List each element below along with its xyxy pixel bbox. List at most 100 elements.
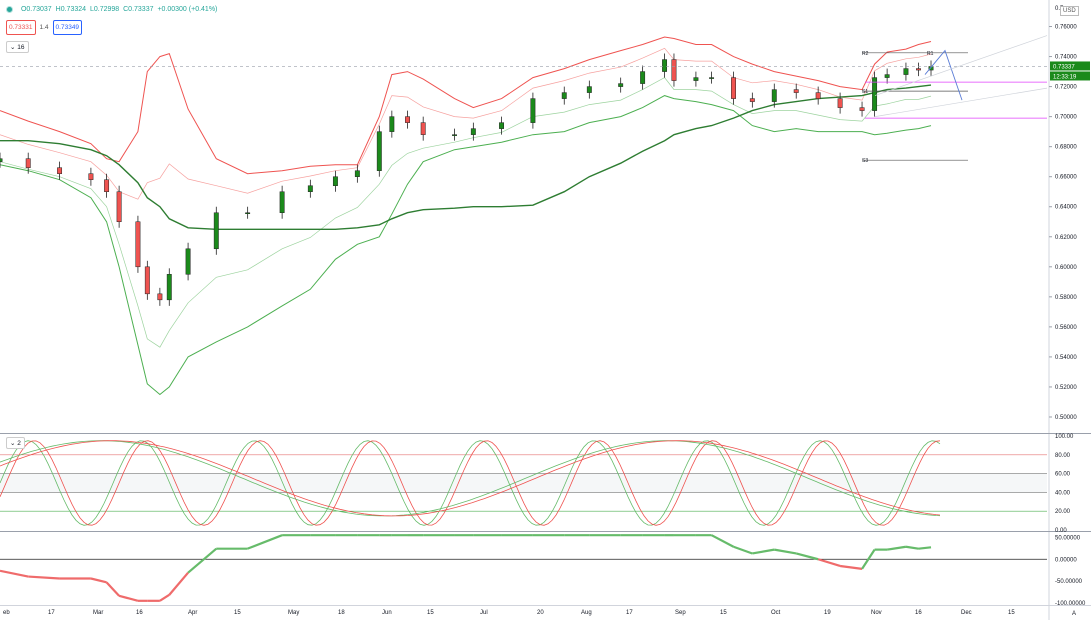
candle-body xyxy=(213,212,219,250)
momentum-segment xyxy=(918,546,932,550)
time-axis-label: Dec xyxy=(961,610,972,616)
price-tick-label: 0.72000 xyxy=(1055,85,1077,91)
candle-body xyxy=(389,116,395,132)
status-dot-icon xyxy=(6,6,13,13)
candle-body xyxy=(135,221,141,268)
pivot-label: S3 xyxy=(862,158,868,164)
candle-body xyxy=(354,170,360,177)
momentum-tick-label: 0.00000 xyxy=(1055,557,1077,563)
moving-average-line xyxy=(0,84,932,231)
candle-body xyxy=(731,77,736,99)
pattern-drawing xyxy=(924,49,963,101)
current-price-text: 0.73337 xyxy=(1053,64,1075,70)
time-axis-label: 20 xyxy=(537,610,544,616)
indicator-count: 16 xyxy=(17,44,25,51)
time-axis-label: 15 xyxy=(1008,610,1015,616)
time-axis-label: Jun xyxy=(382,610,392,616)
oscillator-tick-label: 20.00 xyxy=(1055,509,1071,515)
pivot-label: R2 xyxy=(862,51,869,57)
time-axis-label: Nov xyxy=(871,610,882,616)
momentum-segment xyxy=(105,581,120,597)
candle-body xyxy=(116,191,122,223)
time-axis-label: 16 xyxy=(136,610,143,616)
time-axis-label: 15 xyxy=(720,610,727,616)
price-tick-label: 0.74000 xyxy=(1055,55,1077,61)
candle-body xyxy=(837,98,843,108)
candle-body xyxy=(771,89,777,102)
price-tick-label: 0.64000 xyxy=(1055,205,1077,211)
candle-body xyxy=(662,59,668,72)
bollinger-lower-band xyxy=(0,95,932,396)
candle-body xyxy=(166,274,172,301)
candle-body xyxy=(185,248,191,275)
pivot-label: S1 xyxy=(862,89,868,95)
momentum-segment xyxy=(886,545,907,551)
candle-body xyxy=(376,131,382,171)
oscillator-tick-label: 0.00 xyxy=(1055,528,1067,534)
candle-body xyxy=(793,89,799,93)
momentum-tick-label: -100.00000 xyxy=(1055,601,1086,607)
momentum-segment xyxy=(711,534,735,548)
momentum-segment xyxy=(774,548,797,555)
indicators-toggle[interactable]: ⌄ 16 xyxy=(6,41,29,53)
momentum-tick-label: -50.00000 xyxy=(1055,579,1083,585)
candle-body xyxy=(693,77,699,81)
candle-body xyxy=(144,266,150,295)
momentum-segment xyxy=(247,534,283,550)
trend-line xyxy=(874,35,1048,96)
momentum-segment xyxy=(28,575,60,580)
candle-body xyxy=(104,179,110,192)
price-tick-label: 0.66000 xyxy=(1055,175,1077,181)
time-axis-label: Oct xyxy=(771,610,781,616)
currency-label[interactable]: USD xyxy=(1060,6,1079,16)
time-axis-label: May xyxy=(288,610,299,616)
price-tick-label: 0.52000 xyxy=(1055,385,1077,391)
oscillator-toggle[interactable]: ⌄ 2 xyxy=(6,437,25,449)
sell-button[interactable]: 0.73331 xyxy=(6,20,36,35)
oscillator-slow-line xyxy=(0,440,941,517)
legend-high: H0.73324 xyxy=(55,6,87,14)
momentum-segment xyxy=(118,594,139,602)
candle-body xyxy=(279,191,285,213)
time-axis-label: Sep xyxy=(675,610,686,616)
candle-body xyxy=(157,293,163,301)
candle-body xyxy=(815,92,821,99)
candle-body xyxy=(884,74,890,78)
chevron-down-icon: ⌄ xyxy=(10,44,16,51)
momentum-tick-label: 50.00000 xyxy=(1055,535,1081,541)
auto-scale-button[interactable]: A xyxy=(1072,611,1076,617)
momentum-segment xyxy=(795,552,819,561)
momentum-segment xyxy=(733,545,753,555)
price-tick-label: 0.54000 xyxy=(1055,355,1077,361)
candle-body xyxy=(903,68,909,75)
time-axis-label: Apr xyxy=(188,610,197,616)
oscillator-tick-label: 40.00 xyxy=(1055,490,1071,496)
candle-body xyxy=(530,98,536,123)
candle-body xyxy=(470,128,476,135)
legend-close: C0.73337 xyxy=(123,6,154,14)
candle-body xyxy=(405,116,410,123)
buy-button[interactable]: 0.73349 xyxy=(52,20,83,35)
time-axis-label: 15 xyxy=(427,610,434,616)
time-axis-label: 15 xyxy=(234,610,241,616)
candle-body xyxy=(586,86,592,93)
price-tick-label: 0.76000 xyxy=(1055,25,1077,31)
time-axis-label: Aug xyxy=(581,610,592,616)
momentum-segment xyxy=(159,593,170,602)
price-tick-label: 0.7 xyxy=(1055,6,1064,12)
legend-change: +0.00300 (+0.41%) xyxy=(157,6,218,14)
countdown-tag xyxy=(1050,71,1090,81)
candle-body xyxy=(859,107,865,111)
momentum-segment xyxy=(168,572,189,596)
candle-body xyxy=(618,83,624,87)
time-axis-label: Mar xyxy=(93,610,103,616)
time-axis-label: 17 xyxy=(48,610,55,616)
spread-ratio: 1.4 xyxy=(39,24,49,31)
price-tick-label: 0.56000 xyxy=(1055,325,1077,331)
momentum-segment xyxy=(839,564,863,570)
chevron-down-icon: ⌄ xyxy=(10,440,16,447)
candle-body xyxy=(671,59,677,81)
momentum-segment xyxy=(90,577,107,584)
bollinger-upper-inner xyxy=(0,47,932,200)
